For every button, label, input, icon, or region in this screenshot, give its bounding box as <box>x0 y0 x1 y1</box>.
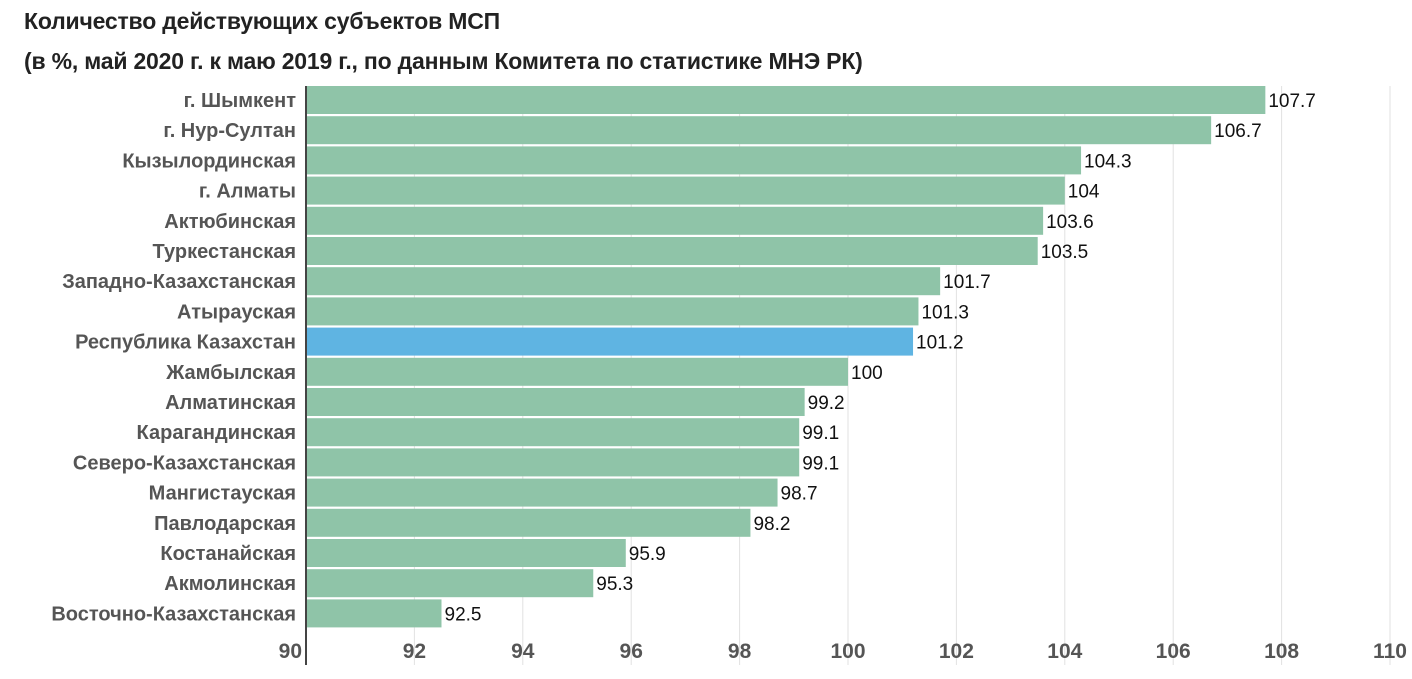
value-label: 103.6 <box>1046 212 1094 233</box>
x-tick-label: 108 <box>1264 640 1299 663</box>
value-label: 103.5 <box>1041 242 1089 263</box>
bar <box>306 599 442 628</box>
value-label: 99.1 <box>802 453 839 474</box>
value-label: 106.7 <box>1214 121 1262 142</box>
value-label: 99.2 <box>808 393 845 414</box>
category-label: Атырауская <box>177 301 296 323</box>
value-label: 98.2 <box>753 514 790 535</box>
x-tick-label: 92 <box>403 640 426 663</box>
category-label: Мангистауская <box>149 483 296 505</box>
value-label: 100 <box>851 363 883 384</box>
value-label: 101.2 <box>916 333 964 354</box>
category-label: Туркестанская <box>153 241 296 263</box>
bar <box>306 569 594 598</box>
value-label: 104 <box>1068 182 1100 203</box>
category-label: Карагандинская <box>137 422 296 444</box>
bars <box>306 86 1266 628</box>
category-label: г. Алматы <box>199 181 296 203</box>
bar <box>306 206 1044 235</box>
bar <box>306 418 800 447</box>
chart-title: Количество действующих субъектов МСП <box>24 8 500 34</box>
value-label: 107.7 <box>1268 91 1316 112</box>
category-label: Северо-Казахстанская <box>73 452 296 474</box>
category-label: Павлодарская <box>154 513 296 535</box>
category-labels: г. Шымкент г. Нур-Султан Кызылординская г. … <box>51 90 296 625</box>
x-tick-label: 90 <box>279 640 302 663</box>
bar <box>306 539 626 567</box>
category-label: Костанайская <box>160 543 296 565</box>
value-label: 95.3 <box>596 574 633 595</box>
x-tick-label: 100 <box>830 640 865 663</box>
chart-subtitle: (в %, май 2020 г. к маю 2019 г., по данн… <box>24 48 863 74</box>
bar <box>306 86 1266 114</box>
bar <box>306 237 1038 265</box>
category-label: Западно-Казахстанская <box>62 271 296 293</box>
category-label: Восточно-Казахстанская <box>51 603 296 625</box>
bar <box>306 267 941 296</box>
value-label: 101.3 <box>921 302 969 323</box>
category-label: г. Шымкент <box>184 90 297 112</box>
value-labels: 107.7 106.7 104.3 104 103.6 103.5 101.7 101.3 10… <box>445 91 1316 625</box>
value-label: 104.3 <box>1084 151 1132 172</box>
value-label: 99.1 <box>802 423 839 444</box>
value-label: 95.9 <box>629 544 666 565</box>
x-tick-label: 96 <box>620 640 643 663</box>
x-tick-label: 106 <box>1156 640 1191 663</box>
category-label: Алматинская <box>165 392 296 414</box>
bar <box>306 448 800 477</box>
category-label: Республика Казахстан <box>75 332 296 354</box>
category-label: Актюбинская <box>164 211 296 233</box>
value-label: 98.7 <box>781 484 818 505</box>
x-axis-ticks: 90 92 94 96 98 100 102 104 106 108 110 <box>279 640 1407 663</box>
bar <box>306 388 805 416</box>
value-label: 92.5 <box>445 604 482 625</box>
x-tick-label: 94 <box>511 640 535 663</box>
category-label: Кызылординская <box>122 150 296 172</box>
x-tick-label: 104 <box>1047 640 1082 663</box>
category-label: Акмолинская <box>164 573 296 595</box>
bar <box>306 357 848 386</box>
bar <box>306 478 778 507</box>
category-label: Жамбылская <box>165 362 296 384</box>
bar-highlighted <box>306 327 914 356</box>
bar <box>306 508 751 537</box>
bar <box>306 116 1212 145</box>
category-label: г. Нур-Султан <box>163 120 296 142</box>
x-tick-label: 110 <box>1373 640 1407 663</box>
bar <box>306 297 919 326</box>
value-label: 101.7 <box>943 272 991 293</box>
x-tick-label: 98 <box>728 640 752 663</box>
x-tick-label: 102 <box>939 640 974 663</box>
bar <box>306 176 1065 205</box>
bar <box>306 146 1082 175</box>
